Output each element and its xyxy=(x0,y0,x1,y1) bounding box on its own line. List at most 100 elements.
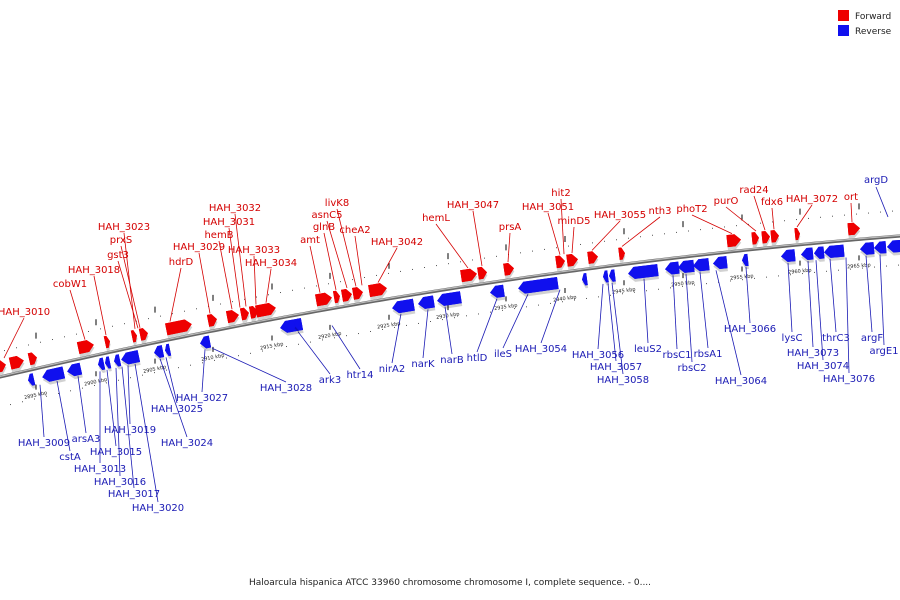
forward-leader xyxy=(69,289,86,340)
label-layer: HAH_3010 cobW1 HAH_3018 gst3 prxS HAH_3023hdr… xyxy=(0,175,899,514)
guide-dot xyxy=(814,271,815,273)
reverse-leader xyxy=(865,255,873,333)
tick-label: 2955 kbp xyxy=(730,273,754,281)
guide-dot xyxy=(322,339,323,341)
guide-dot xyxy=(232,301,233,303)
guide-dot xyxy=(406,324,407,326)
reverse-gene xyxy=(67,362,83,380)
legend-swatch xyxy=(838,10,849,21)
reverse-gene-label: HAH_3028 xyxy=(260,383,312,394)
guide-dot xyxy=(880,211,881,213)
guide-dot xyxy=(640,236,641,238)
guide-dot xyxy=(340,281,341,283)
reverse-leader xyxy=(201,349,206,393)
guide-dot xyxy=(652,234,653,236)
guide-dot xyxy=(382,328,383,330)
gene-face xyxy=(27,352,37,366)
forward-gene-label: fdx6 xyxy=(761,197,783,208)
legend-label: Reverse xyxy=(855,27,892,37)
guide-dot xyxy=(688,230,689,232)
reverse-gene xyxy=(200,335,212,352)
guide-dot xyxy=(706,283,707,285)
reverse-gene xyxy=(105,356,112,372)
guide-dot xyxy=(574,299,575,301)
forward-gene xyxy=(460,268,478,286)
guide-dot xyxy=(172,313,173,315)
reverse-gene xyxy=(437,291,463,309)
reverse-gene-label: narB xyxy=(440,355,464,366)
reverse-gene xyxy=(678,259,695,276)
forward-gene-label: glnB xyxy=(313,222,335,233)
gene-face xyxy=(490,284,505,298)
guide-dot xyxy=(28,344,29,346)
tick-label: 2915 kbp xyxy=(260,341,284,351)
guide-dot xyxy=(358,333,359,335)
reverse-gene xyxy=(609,269,617,285)
reverse-gene xyxy=(392,298,416,317)
reverse-leader xyxy=(502,294,529,349)
reverse-gene-label: ark3 xyxy=(319,375,341,386)
forward-gene-label: ort xyxy=(844,192,858,203)
forward-leader xyxy=(123,232,136,329)
forward-leader xyxy=(691,214,733,234)
forward-leader xyxy=(591,220,621,251)
guide-dot xyxy=(82,387,83,389)
forward-gene xyxy=(165,319,193,339)
forward-gene-label: HAH_3018 xyxy=(68,265,120,276)
forward-gene xyxy=(618,247,626,263)
guide-dot xyxy=(88,330,89,332)
forward-gene xyxy=(27,352,38,369)
tick-label: 2920 kbp xyxy=(318,331,342,341)
reverse-gene-label: HAH_3064 xyxy=(715,376,767,387)
guide-dot xyxy=(874,266,875,268)
guide-dot xyxy=(820,216,821,218)
guide-dot xyxy=(568,245,569,247)
gene-face xyxy=(761,231,770,244)
gene-face xyxy=(368,283,387,298)
guide-dot xyxy=(514,308,515,310)
reverse-gene xyxy=(165,343,172,359)
forward-leader xyxy=(507,232,511,263)
reverse-gene-label: lysC xyxy=(782,333,803,344)
forward-leader xyxy=(435,223,469,269)
forward-gene-label: hemB xyxy=(204,230,233,241)
forward-leader xyxy=(796,204,813,228)
guide-dot xyxy=(586,297,587,299)
guide-dot xyxy=(712,227,713,229)
forward-gene-label: gst3 xyxy=(107,250,129,261)
guide-dot xyxy=(64,336,65,338)
tick-label: 2965 kbp xyxy=(847,262,871,270)
guide-dot xyxy=(550,302,551,304)
gene-face xyxy=(200,335,212,349)
reverse-gene-label: htlD xyxy=(467,353,488,364)
gene-face xyxy=(333,290,340,304)
reverse-gene xyxy=(693,258,710,275)
guide-dot xyxy=(106,382,107,384)
guide-dot xyxy=(400,270,401,272)
guide-dot xyxy=(544,248,545,250)
gene-face xyxy=(814,246,825,259)
guide-dot xyxy=(184,310,185,312)
reverse-leader xyxy=(297,331,331,375)
forward-gene xyxy=(76,340,95,357)
gene-face xyxy=(114,354,122,367)
gene-face xyxy=(341,289,352,302)
gene-face xyxy=(138,328,148,341)
reverse-gene xyxy=(518,277,560,297)
gene-face xyxy=(42,366,66,382)
reverse-leader xyxy=(611,282,624,375)
forward-gene xyxy=(239,307,250,324)
guide-dot xyxy=(304,287,305,289)
gene-face xyxy=(847,222,860,236)
guide-dot xyxy=(286,346,287,348)
reverse-leader xyxy=(422,309,429,359)
forward-gene-label: prsA xyxy=(499,222,522,233)
guide-dot xyxy=(472,259,473,261)
forward-gene xyxy=(368,283,388,300)
guide-dot xyxy=(370,330,371,332)
gene-face xyxy=(887,239,900,253)
forward-gene-label: HAH_3051 xyxy=(522,202,574,213)
gene-face xyxy=(713,256,728,269)
backbone-highlight xyxy=(0,234,900,378)
guide-dot xyxy=(364,276,365,278)
